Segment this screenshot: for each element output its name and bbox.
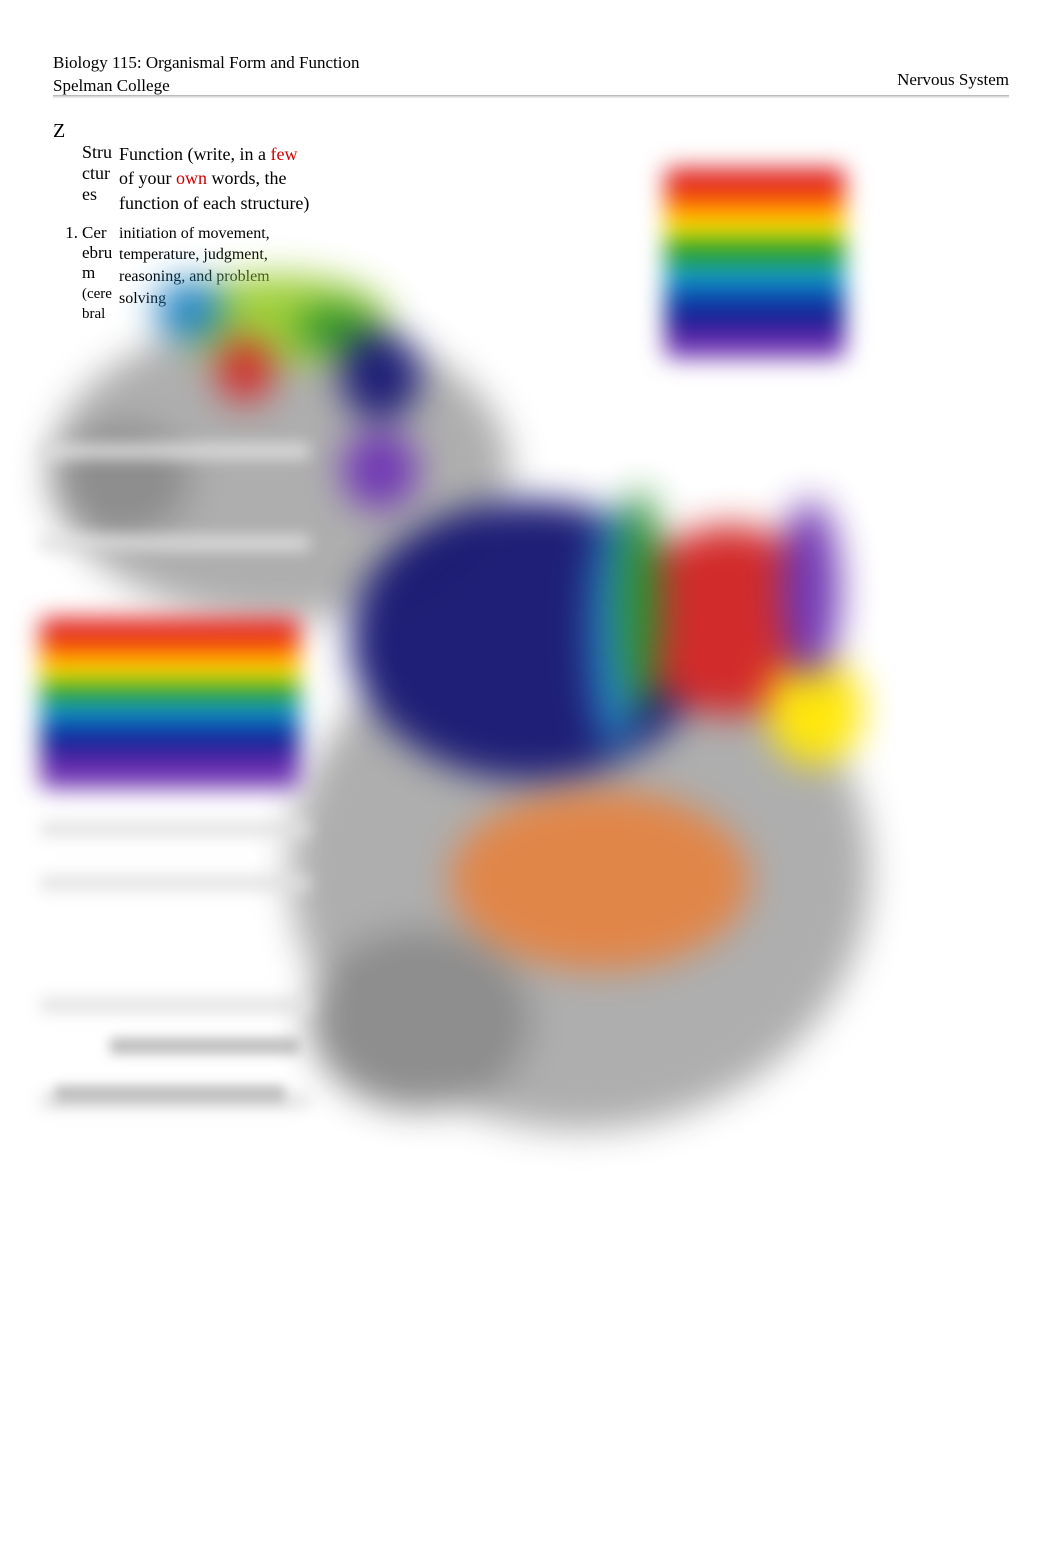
blurred-text-2 — [55, 1086, 285, 1102]
legend-bottom — [40, 618, 300, 788]
legend-top — [665, 168, 845, 358]
blurred-text-1 — [110, 1038, 300, 1054]
